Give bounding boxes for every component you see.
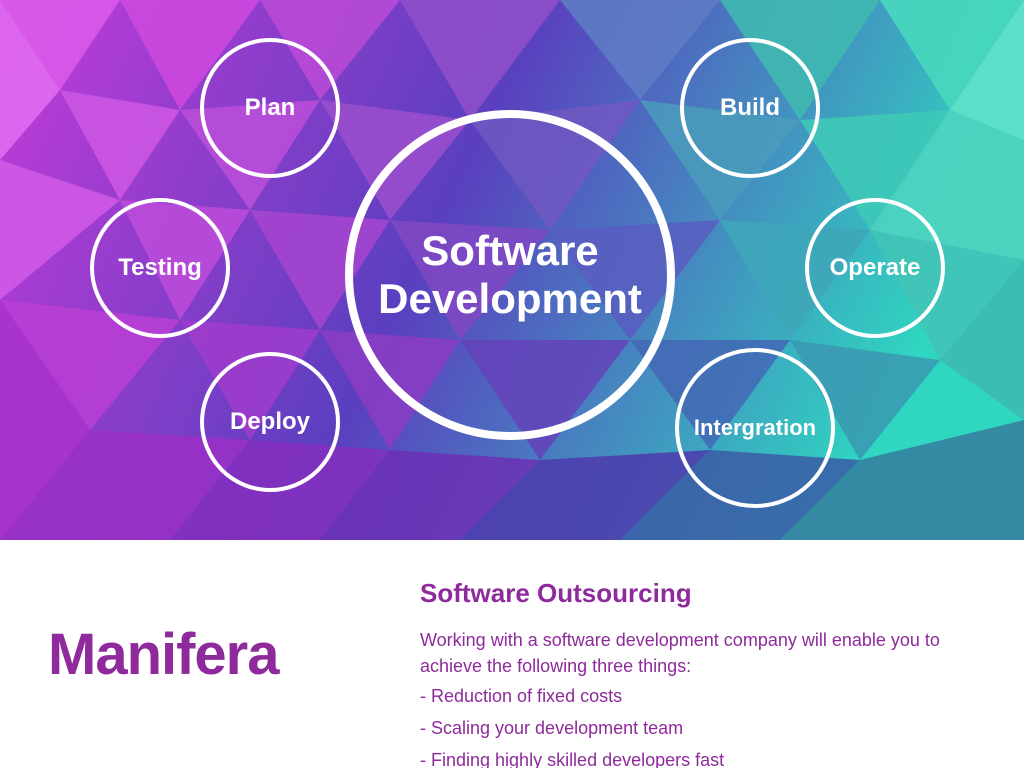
satellite-label: Build <box>720 94 780 122</box>
satellite-circle: Intergration <box>675 348 835 508</box>
central-label-line2: Development <box>378 275 642 323</box>
satellite-circle: Testing <box>90 198 230 338</box>
brand-logo: Manifera <box>48 621 279 688</box>
footer-bullet: - Finding highly skilled developers fast <box>420 747 984 768</box>
footer-bullet: - Scaling your development team <box>420 715 984 743</box>
central-label-line1: Software <box>378 227 642 275</box>
satellite-label: Intergration <box>694 415 816 441</box>
brand-block: Manifera <box>0 540 420 768</box>
satellite-label: Plan <box>245 94 296 122</box>
footer: Manifera Software Outsourcing Working wi… <box>0 540 1024 768</box>
footer-bullet: - Reduction of fixed costs <box>420 683 984 711</box>
footer-intro: Working with a software development comp… <box>420 627 984 679</box>
footer-heading: Software Outsourcing <box>420 578 984 609</box>
satellite-circle: Plan <box>200 38 340 178</box>
copy-block: Software Outsourcing Working with a soft… <box>420 540 1024 768</box>
satellite-circle: Operate <box>805 198 945 338</box>
satellite-circle: Build <box>680 38 820 178</box>
satellite-circle: Deploy <box>200 352 340 492</box>
satellite-label: Deploy <box>230 408 310 436</box>
satellite-label: Operate <box>830 254 921 282</box>
hero-diagram: Software Development Plan Testing Deploy Bu… <box>0 0 1024 540</box>
satellite-label: Testing <box>118 254 202 282</box>
central-circle: Software Development <box>345 110 675 440</box>
